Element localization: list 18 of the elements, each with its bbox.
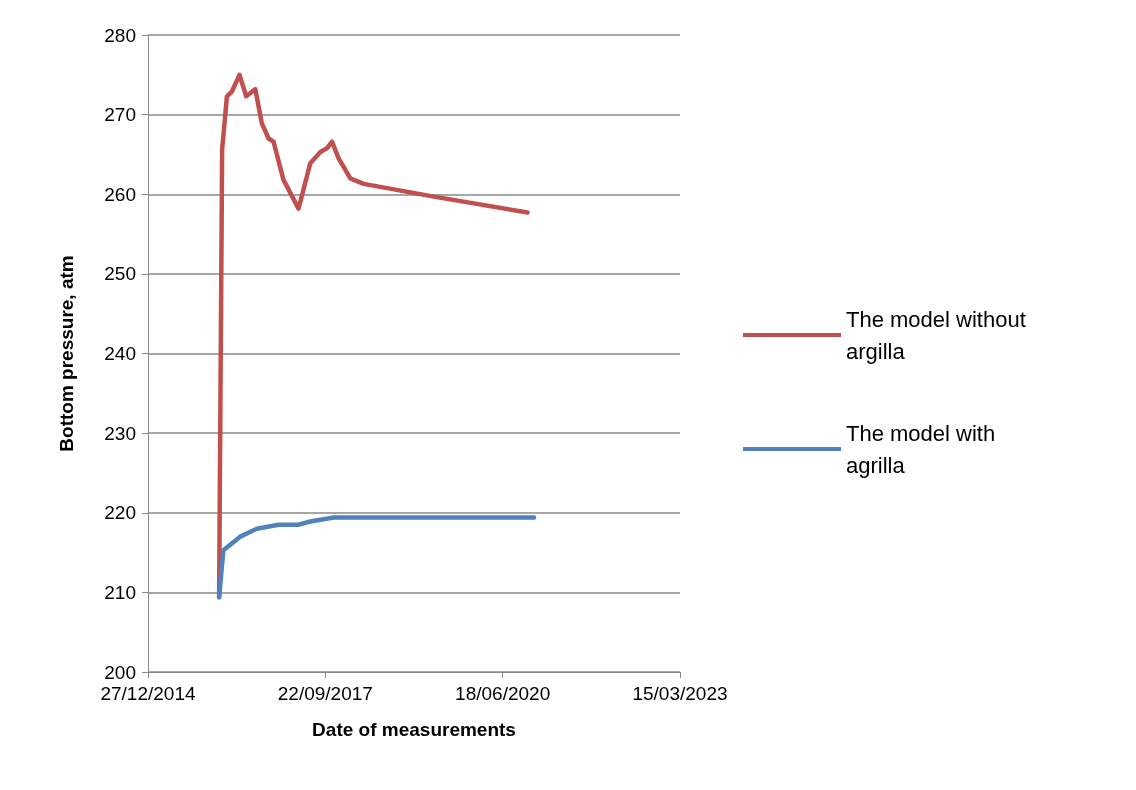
y-axis-title: Bottom pressure, atm: [56, 255, 77, 452]
y-tick-label: 220: [104, 502, 136, 524]
y-tick-label: 270: [104, 104, 136, 126]
legend-label: The model with agrilla: [846, 420, 1002, 478]
y-tick-label: 260: [104, 183, 136, 205]
x-axis-title: Date of measurements: [312, 719, 516, 740]
y-tick-label: 230: [104, 422, 136, 444]
y-tick-label: 250: [104, 263, 136, 285]
y-tick-label: 210: [104, 581, 136, 603]
y-tick-label: 280: [104, 24, 136, 46]
y-tick-label: 240: [104, 343, 136, 364]
x-tick-label: 15/03/2023: [632, 683, 728, 704]
x-tick-label: 27/12/2014: [100, 683, 196, 704]
y-tick-label: 200: [104, 661, 136, 683]
line-series: [216, 515, 537, 600]
x-tick-label: 18/06/2020: [455, 683, 551, 704]
x-tick-label: 22/09/2017: [277, 683, 373, 704]
legend-label: The model without argilla: [846, 306, 1032, 364]
